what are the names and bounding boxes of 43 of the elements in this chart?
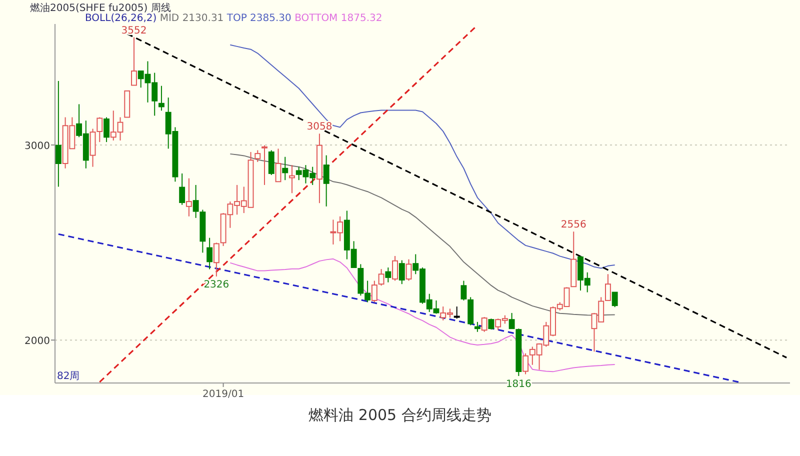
candlestick bbox=[131, 36, 137, 86]
candlestick bbox=[323, 154, 330, 207]
annotation: 2326 bbox=[204, 279, 230, 290]
candlestick bbox=[474, 321, 480, 332]
annotation: 3058 bbox=[306, 122, 332, 133]
candlestick bbox=[268, 150, 274, 176]
candlestick bbox=[213, 242, 220, 277]
candlestick bbox=[158, 85, 164, 112]
line-series bbox=[230, 258, 616, 372]
candlestick bbox=[398, 260, 405, 285]
candlestick bbox=[378, 268, 384, 286]
candlestick bbox=[385, 266, 392, 283]
candlestick bbox=[289, 164, 295, 194]
x-tick-label: 2019/01 bbox=[202, 389, 244, 400]
candlestick bbox=[254, 150, 261, 162]
candlestick bbox=[104, 116, 110, 143]
candlestick bbox=[468, 296, 474, 326]
line-series bbox=[230, 44, 616, 269]
candlestick bbox=[454, 306, 460, 320]
candlestick bbox=[179, 172, 186, 206]
annotation: 82周 bbox=[57, 371, 80, 382]
candlestick bbox=[275, 148, 282, 182]
candlestick bbox=[488, 318, 494, 330]
candlestick bbox=[481, 316, 488, 332]
candlestick bbox=[282, 156, 288, 181]
y-tick-label: 3000 bbox=[24, 140, 50, 152]
candlestick bbox=[406, 258, 412, 282]
candlestick bbox=[508, 312, 515, 330]
candlestick bbox=[262, 144, 268, 186]
candlestick bbox=[612, 292, 618, 308]
candlestick bbox=[186, 178, 192, 217]
annotation: 3552 bbox=[121, 25, 147, 36]
text: 燃料油 2005 合约周线走势 bbox=[308, 406, 492, 424]
candlestick bbox=[392, 255, 398, 282]
legend: BOLL(26,26,2) MID 2130.31 TOP 2385.30 BOTTOM 1875.32 bbox=[85, 13, 382, 24]
text: 燃油2005(SHFE fu2005) 周线 bbox=[30, 2, 171, 14]
annotation: 1816 bbox=[506, 378, 532, 390]
candlestick bbox=[371, 280, 378, 303]
annotation: 2556 bbox=[560, 220, 586, 231]
candlestick bbox=[206, 237, 213, 270]
candlestick bbox=[460, 280, 467, 301]
y-tick-label: 2000 bbox=[24, 336, 50, 348]
candlestick bbox=[522, 352, 529, 375]
